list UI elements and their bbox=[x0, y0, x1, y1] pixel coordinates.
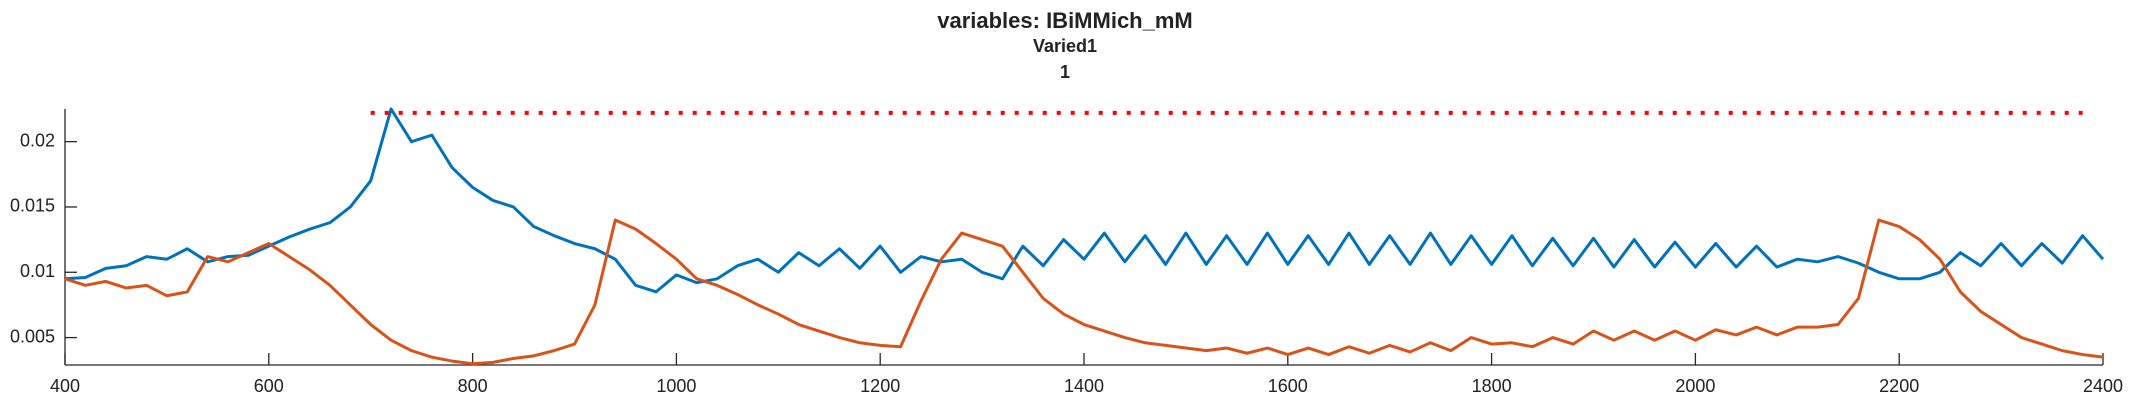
y-tick-label: 0.005 bbox=[10, 326, 55, 346]
series-line bbox=[64, 218, 2104, 366]
y-tick-label: 0.02 bbox=[20, 130, 55, 150]
chart-subtitle: Varied1 bbox=[1033, 36, 1097, 56]
y-tick-label: 0.01 bbox=[20, 261, 55, 281]
x-tick-label: 1200 bbox=[860, 376, 900, 396]
chart-subtitle: 1 bbox=[1060, 62, 1070, 82]
x-tick-label: 1800 bbox=[1472, 376, 1512, 396]
x-tick-label: 600 bbox=[254, 376, 284, 396]
y-tick-label: 0.015 bbox=[10, 196, 55, 216]
x-tick-label: 2400 bbox=[2083, 376, 2123, 396]
x-tick-label: 1600 bbox=[1268, 376, 1308, 396]
x-tick-label: 1000 bbox=[656, 376, 696, 396]
x-tick-label: 1400 bbox=[1064, 376, 1104, 396]
series-line bbox=[64, 107, 2105, 294]
x-tick-label: 2200 bbox=[1879, 376, 1919, 396]
x-tick-label: 2000 bbox=[1675, 376, 1715, 396]
x-tick-label: 800 bbox=[458, 376, 488, 396]
x-tick-label: 400 bbox=[50, 376, 80, 396]
chart-title: variables: IBiMMich_mM bbox=[937, 8, 1193, 33]
